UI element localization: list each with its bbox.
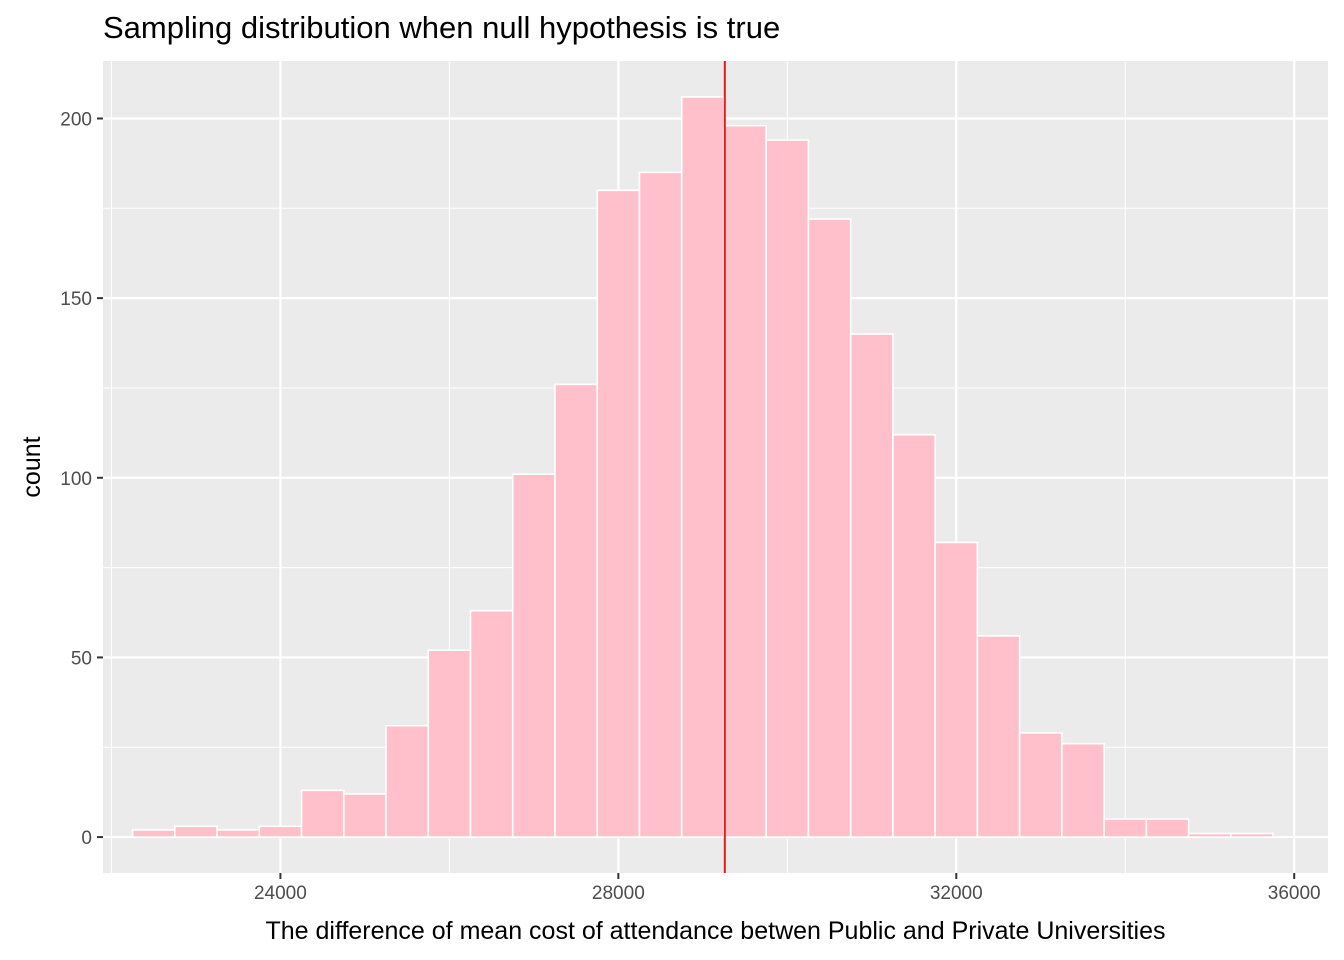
histogram-bar (765, 139, 810, 838)
histogram-bar (258, 825, 303, 838)
histogram-bar (300, 789, 345, 838)
histogram-bar (216, 829, 261, 838)
y-tick-label: 50 (71, 648, 92, 669)
x-tick-label: 32000 (930, 883, 983, 904)
x-axis-ticks: 24000 28000 32000 36000 (254, 873, 1321, 904)
x-tick-label: 24000 (254, 883, 307, 904)
histogram-bar (849, 333, 894, 838)
x-axis-title: The difference of mean cost of attendanc… (265, 917, 1165, 945)
y-tick-label: 200 (60, 109, 92, 130)
histogram-bar (1230, 832, 1274, 838)
y-axis-ticks: 0 50 100 150 200 (60, 109, 103, 849)
histogram-bar (131, 829, 176, 838)
histogram-bar (596, 189, 641, 838)
histogram-bar (469, 609, 514, 838)
histogram-bar (385, 724, 430, 838)
histogram-bar (1187, 832, 1232, 838)
histogram-bar (807, 218, 852, 838)
y-tick-label: 150 (60, 289, 92, 310)
histogram-bar (976, 635, 1021, 838)
histogram-bars (131, 96, 1274, 838)
histogram-bar (892, 433, 936, 838)
histogram-bar (511, 473, 556, 838)
histogram-bar (934, 541, 979, 838)
chart-title: Sampling distribution when null hypothes… (103, 10, 781, 45)
histogram-bar (342, 793, 387, 838)
histogram-bar (554, 383, 599, 838)
histogram-bar (1061, 742, 1105, 838)
histogram-bar (680, 96, 725, 838)
histogram-bar (1145, 818, 1190, 838)
histogram-bar (427, 649, 472, 838)
x-tick-label: 36000 (1268, 883, 1321, 904)
x-tick-label: 28000 (592, 883, 645, 904)
y-tick-label: 0 (81, 828, 92, 849)
histogram-bar (1018, 732, 1063, 838)
histogram-bar (1103, 818, 1148, 838)
histogram-bar (638, 171, 683, 838)
histogram-bar (723, 124, 767, 838)
y-tick-label: 100 (60, 469, 92, 490)
histogram-bar (174, 825, 218, 838)
y-axis-title: count (18, 436, 46, 497)
